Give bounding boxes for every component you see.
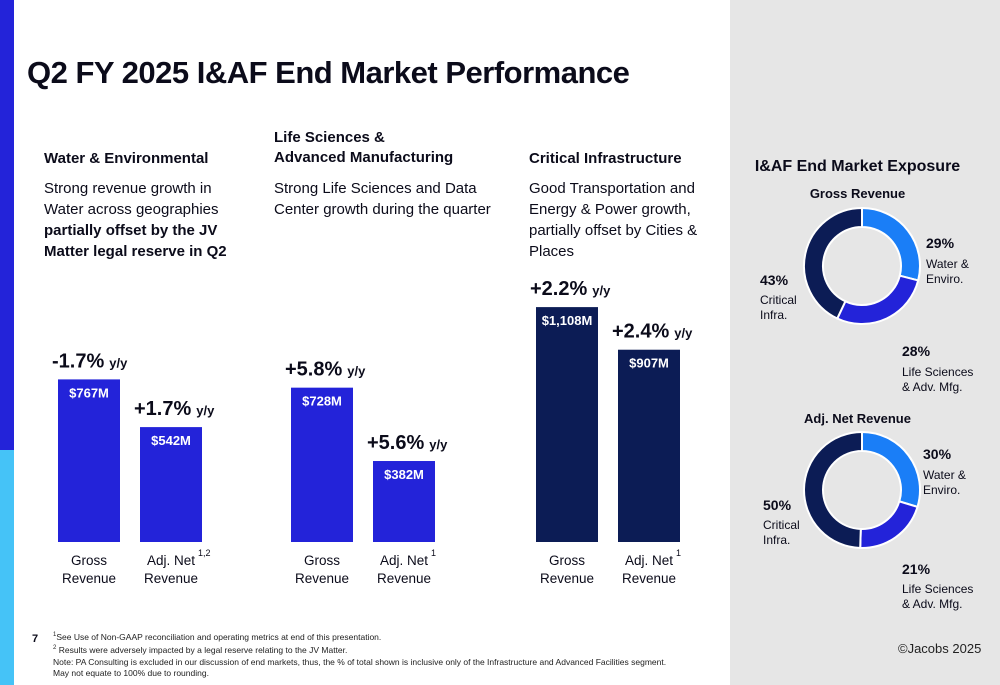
footnote-rounding: May not equate to 100% due to rounding. bbox=[53, 668, 209, 679]
gross-life-label-line-2: & Adv. Mfg. bbox=[902, 380, 963, 394]
water-net-category-label: Adj. Net Revenue bbox=[144, 553, 198, 586]
footnote-note: Note: PA Consulting is excluded in our d… bbox=[53, 656, 667, 667]
exposure-title: I&AF End Market Exposure bbox=[754, 158, 961, 175]
net-life-pct: 21% bbox=[902, 561, 931, 577]
life-gross-value-label: $728M bbox=[302, 394, 342, 409]
gross-donut-title: Gross Revenue bbox=[809, 186, 906, 201]
net-critical-label-line-1: Critical bbox=[763, 518, 800, 532]
critical-gross-category-label: Gross Revenue bbox=[540, 553, 594, 586]
net-life-label: Life Sciences & Adv. Mfg. bbox=[902, 582, 973, 612]
net-critical-pct: 50% bbox=[763, 497, 792, 513]
footnote-1-text: See Use of Non-GAAP reconciliation and o… bbox=[56, 631, 382, 642]
water-net-value-label: $542M bbox=[151, 433, 191, 448]
critical-net-footnote-mark: 1 bbox=[676, 548, 681, 558]
gross-water-label-line-1: Water & bbox=[926, 257, 969, 271]
net-critical-slice bbox=[803, 430, 863, 550]
gross-life-label-line-1: Life Sciences bbox=[902, 365, 974, 379]
critical-infra-heading: Critical Infrastructure bbox=[529, 149, 682, 169]
life-gross-growth-label: +5.8% y/y bbox=[285, 359, 366, 381]
net-life-label-line-2: & Adv. Mfg. bbox=[902, 597, 963, 611]
critical-net-growth-label: +2.4% y/y bbox=[612, 321, 693, 343]
footnote-2-mark: 2 bbox=[53, 645, 57, 652]
critical-net-value-label: $907M bbox=[629, 356, 669, 371]
segment-bar-charts: $767M -1.7% y/y Gross Revenue $542M +1.7% y/y Ad… bbox=[52, 278, 693, 586]
water-gross-value-label: $767M bbox=[69, 385, 109, 400]
gross-water-pct: 29% bbox=[926, 235, 955, 251]
water-description-bold: partially offset by the JV Matter legal … bbox=[44, 222, 227, 260]
life-net-category-label: Adj. Net Revenue bbox=[377, 553, 431, 586]
life-sciences-description-text: Strong Life Sciences and Data Center gro… bbox=[274, 180, 491, 218]
life-gross-category-label: Gross Revenue bbox=[295, 553, 349, 586]
life-sciences-description: Strong Life Sciences and Data Center gro… bbox=[274, 178, 499, 220]
left-accent-bar bbox=[0, 0, 14, 450]
footnote-1: 1See Use of Non-GAAP reconciliation and … bbox=[53, 630, 666, 643]
gross-life-pct: 28% bbox=[902, 343, 931, 359]
net-critical-label: Critical Infra. bbox=[763, 518, 800, 548]
gross-critical-pct: 43% bbox=[760, 272, 789, 288]
gross-life-label: Life Sciences & Adv. Mfg. bbox=[902, 365, 973, 395]
net-water-label-line-2: Enviro. bbox=[923, 483, 961, 497]
net-life-label-line-1: Life Sciences bbox=[902, 582, 974, 596]
water-description-text: Strong revenue growth in Water across ge… bbox=[44, 180, 219, 218]
net-water-pct: 30% bbox=[923, 446, 952, 462]
net-life-slice bbox=[859, 500, 919, 549]
page-number: 7 bbox=[32, 633, 39, 645]
critical-gross-bar bbox=[536, 307, 598, 542]
net-water-slice bbox=[861, 430, 921, 509]
water-gross-bar bbox=[58, 379, 120, 542]
copyright: ©Jacobs 2025 bbox=[898, 641, 982, 656]
critical-net-category-label: Adj. Net Revenue bbox=[622, 553, 676, 586]
gross-critical-label-line-2: Infra. bbox=[760, 308, 788, 322]
net-water-label-line-1: Water & bbox=[923, 468, 966, 482]
footnotes: 1See Use of Non-GAAP reconciliation and … bbox=[53, 630, 666, 680]
left-accent-bar-light bbox=[0, 450, 14, 685]
life-net-footnote-mark: 1 bbox=[431, 548, 436, 558]
footnote-2-text: Results were adversely impacted by a leg… bbox=[58, 645, 348, 656]
net-donut-title: Adj. Net Revenue bbox=[804, 411, 911, 426]
critical-infra-description: Good Transportation and Energy & Power g… bbox=[529, 178, 704, 262]
life-net-bar bbox=[373, 461, 435, 542]
life-net-growth-label: +5.6% y/y bbox=[367, 432, 448, 454]
gross-critical-slice bbox=[803, 206, 863, 320]
life-gross-bar bbox=[291, 387, 353, 542]
water-net-footnote-mark: 1,2 bbox=[198, 548, 211, 558]
gross-critical-label: Critical Infra. bbox=[760, 293, 797, 323]
gross-water-label-line-2: Enviro. bbox=[926, 272, 964, 286]
critical-infra-description-text: Good Transportation and Energy & Power g… bbox=[529, 180, 698, 260]
water-gross-growth-label: -1.7% y/y bbox=[52, 350, 128, 372]
life-sciences-heading-line-1: Life Sciences & bbox=[274, 129, 385, 146]
water-heading-line: Water & Environmental bbox=[44, 150, 209, 167]
life-sciences-heading-line-2: Advanced Manufacturing bbox=[274, 149, 454, 166]
water-description: Strong revenue growth in Water across ge… bbox=[44, 178, 229, 262]
water-net-growth-label: +1.7% y/y bbox=[134, 398, 215, 420]
water-heading: Water & Environmental bbox=[44, 149, 208, 169]
footnote-1-mark: 1 bbox=[53, 632, 57, 638]
life-net-value-label: $382M bbox=[384, 467, 424, 482]
gross-water-label: Water & Enviro. bbox=[926, 257, 969, 287]
net-critical-label-line-2: Infra. bbox=[763, 533, 791, 547]
critical-gross-value-label: $1,108M bbox=[542, 313, 593, 328]
life-sciences-heading: Life Sciences & Advanced Manufacturing bbox=[274, 128, 453, 168]
water-net-bar bbox=[140, 427, 202, 542]
gross-critical-label-line-1: Critical bbox=[760, 293, 797, 307]
net-water-label: Water & Enviro. bbox=[923, 468, 966, 498]
critical-gross-growth-label: +2.2% y/y bbox=[530, 278, 611, 300]
critical-infra-heading-line: Critical Infrastructure bbox=[529, 150, 682, 167]
critical-net-bar bbox=[618, 349, 680, 542]
page-title: Q2 FY 2025 I&AF End Market Performance bbox=[27, 55, 630, 90]
water-gross-category-label: Gross Revenue bbox=[62, 553, 116, 586]
exposure-panel bbox=[730, 0, 1000, 685]
footnote-2: 2 Results were adversely impacted by a l… bbox=[53, 643, 666, 656]
